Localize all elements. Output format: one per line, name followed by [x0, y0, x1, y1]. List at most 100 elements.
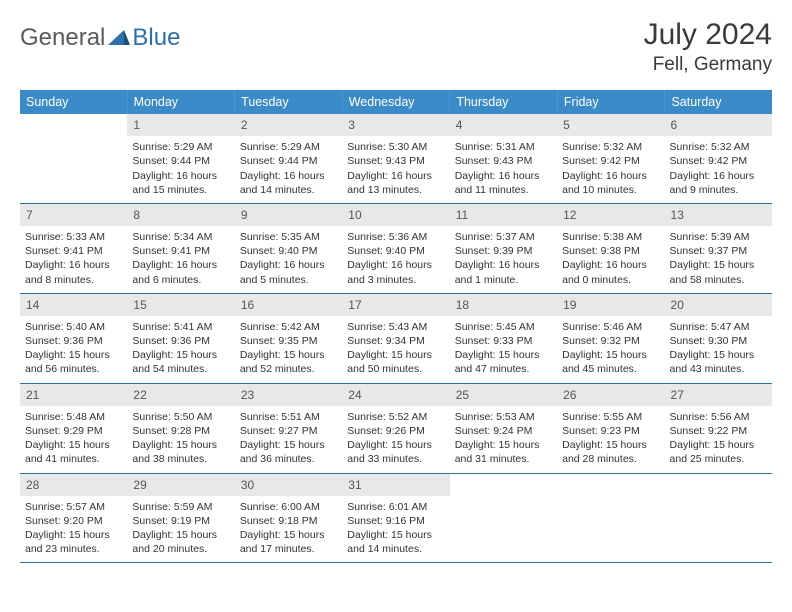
day-number: 3 [342, 114, 449, 136]
weekday-header: Monday [128, 90, 236, 114]
day-content: Sunrise: 5:56 AMSunset: 9:22 PMDaylight:… [665, 410, 772, 467]
day-cell: 10Sunrise: 5:36 AMSunset: 9:40 PMDayligh… [342, 204, 449, 293]
week-row: 1 Sunrise: 5:29 AMSunset: 9:44 PMDaylight… [20, 114, 772, 204]
day-content: Sunrise: 5:51 AMSunset: 9:27 PMDaylight:… [235, 410, 342, 467]
daylight-text: Daylight: 16 hours and 0 minutes. [562, 258, 659, 286]
day-content: Sunrise: 5:55 AMSunset: 9:23 PMDaylight:… [557, 410, 664, 467]
sunset-text: Sunset: 9:22 PM [670, 424, 767, 438]
day-number: 2 [235, 114, 342, 136]
day-content: Sunrise: 6:01 AMSunset: 9:16 PMDaylight:… [342, 500, 449, 557]
sunset-text: Sunset: 9:33 PM [455, 334, 552, 348]
week-row: 14Sunrise: 5:40 AMSunset: 9:36 PMDayligh… [20, 294, 772, 384]
day-cell: 18Sunrise: 5:45 AMSunset: 9:33 PMDayligh… [450, 294, 557, 383]
day-cell: 31Sunrise: 6:01 AMSunset: 9:16 PMDayligh… [342, 474, 449, 563]
sunset-text: Sunset: 9:39 PM [455, 244, 552, 258]
day-cell: 24Sunrise: 5:52 AMSunset: 9:26 PMDayligh… [342, 384, 449, 473]
day-cell: 16Sunrise: 5:42 AMSunset: 9:35 PMDayligh… [235, 294, 342, 383]
sunset-text: Sunset: 9:30 PM [670, 334, 767, 348]
daylight-text: Daylight: 15 hours and 38 minutes. [132, 438, 229, 466]
sunset-text: Sunset: 9:40 PM [347, 244, 444, 258]
day-number: 21 [20, 384, 127, 406]
day-number: 11 [450, 204, 557, 226]
day-content: Sunrise: 6:00 AMSunset: 9:18 PMDaylight:… [235, 500, 342, 557]
sunrise-text: Sunrise: 5:47 AM [670, 320, 767, 334]
sunset-text: Sunset: 9:44 PM [132, 154, 229, 168]
sunrise-text: Sunrise: 5:48 AM [25, 410, 122, 424]
sunrise-text: Sunrise: 5:35 AM [240, 230, 337, 244]
sunrise-text: Sunrise: 5:57 AM [25, 500, 122, 514]
day-content: Sunrise: 5:31 AMSunset: 9:43 PMDaylight:… [450, 140, 557, 197]
sunset-text: Sunset: 9:20 PM [25, 514, 122, 528]
day-content: Sunrise: 5:29 AMSunset: 9:44 PMDaylight:… [127, 140, 234, 197]
daylight-text: Daylight: 16 hours and 15 minutes. [132, 169, 229, 197]
daylight-text: Daylight: 15 hours and 50 minutes. [347, 348, 444, 376]
day-cell: 30 Sunrise: 6:00 AMSunset: 9:18 PMDayligh… [235, 474, 342, 563]
logo-text-part2: Blue [132, 24, 180, 52]
title-block: July 2024 Fell, Germany [644, 18, 772, 76]
sunrise-text: Sunrise: 5:43 AM [347, 320, 444, 334]
sunset-text: Sunset: 9:42 PM [670, 154, 767, 168]
day-cell: 13Sunrise: 5:39 AMSunset: 9:37 PMDayligh… [665, 204, 772, 293]
day-number: 4 [450, 114, 557, 136]
daylight-text: Daylight: 15 hours and 31 minutes. [455, 438, 552, 466]
sunrise-text: Sunrise: 5:41 AM [132, 320, 229, 334]
location-label: Fell, Germany [644, 54, 772, 76]
day-content: Sunrise: 5:48 AMSunset: 9:29 PMDaylight:… [20, 410, 127, 467]
sunset-text: Sunset: 9:35 PM [240, 334, 337, 348]
sunrise-text: Sunrise: 5:31 AM [455, 140, 552, 154]
day-cell: 25Sunrise: 5:53 AMSunset: 9:24 PMDayligh… [450, 384, 557, 473]
daylight-text: Daylight: 16 hours and 10 minutes. [562, 169, 659, 197]
weekday-header: Thursday [450, 90, 558, 114]
day-cell [557, 474, 664, 563]
page-header: General Blue July 2024 Fell, Germany [20, 18, 772, 76]
sunset-text: Sunset: 9:41 PM [132, 244, 229, 258]
weekday-header-row: Sunday Monday Tuesday Wednesday Thursday… [20, 90, 772, 114]
sunrise-text: Sunrise: 5:32 AM [670, 140, 767, 154]
daylight-text: Daylight: 16 hours and 5 minutes. [240, 258, 337, 286]
daylight-text: Daylight: 15 hours and 56 minutes. [25, 348, 122, 376]
day-number: 30 [235, 474, 342, 496]
day-cell: 2Sunrise: 5:29 AMSunset: 9:44 PMDaylight… [235, 114, 342, 203]
sunrise-text: Sunrise: 5:36 AM [347, 230, 444, 244]
day-cell: 9Sunrise: 5:35 AMSunset: 9:40 PMDaylight… [235, 204, 342, 293]
daylight-text: Daylight: 15 hours and 45 minutes. [562, 348, 659, 376]
daylight-text: Daylight: 15 hours and 58 minutes. [670, 258, 767, 286]
day-number: 6 [665, 114, 772, 136]
daylight-text: Daylight: 16 hours and 13 minutes. [347, 169, 444, 197]
day-cell: 26 Sunrise: 5:55 AMSunset: 9:23 PMDayligh… [557, 384, 664, 473]
day-number: 28 [20, 474, 127, 496]
sunset-text: Sunset: 9:41 PM [25, 244, 122, 258]
sunset-text: Sunset: 9:23 PM [562, 424, 659, 438]
day-number: 20 [665, 294, 772, 316]
daylight-text: Daylight: 16 hours and 1 minute. [455, 258, 552, 286]
day-content: Sunrise: 5:37 AMSunset: 9:39 PMDaylight:… [450, 230, 557, 287]
day-cell: 21 Sunrise: 5:48 AMSunset: 9:29 PMDayligh… [20, 384, 127, 473]
daylight-text: Daylight: 15 hours and 33 minutes. [347, 438, 444, 466]
day-cell: 28Sunrise: 5:57 AMSunset: 9:20 PMDayligh… [20, 474, 127, 563]
daylight-text: Daylight: 16 hours and 14 minutes. [240, 169, 337, 197]
sunset-text: Sunset: 9:18 PM [240, 514, 337, 528]
day-cell: 15Sunrise: 5:41 AMSunset: 9:36 PMDayligh… [127, 294, 234, 383]
day-content: Sunrise: 5:30 AMSunset: 9:43 PMDaylight:… [342, 140, 449, 197]
day-number: 27 [665, 384, 772, 406]
daylight-text: Daylight: 16 hours and 3 minutes. [347, 258, 444, 286]
day-number: 26 [557, 384, 664, 406]
day-content: Sunrise: 5:34 AMSunset: 9:41 PMDaylight:… [127, 230, 234, 287]
day-number: 1 [127, 114, 234, 136]
daylight-text: Daylight: 15 hours and 41 minutes. [25, 438, 122, 466]
day-number: 25 [450, 384, 557, 406]
sunset-text: Sunset: 9:40 PM [240, 244, 337, 258]
weekday-header: Wednesday [343, 90, 451, 114]
day-number: 18 [450, 294, 557, 316]
day-cell: 5Sunrise: 5:32 AMSunset: 9:42 PMDaylight… [557, 114, 664, 203]
sunset-text: Sunset: 9:38 PM [562, 244, 659, 258]
sunrise-text: Sunrise: 5:33 AM [25, 230, 122, 244]
day-content: Sunrise: 5:41 AMSunset: 9:36 PMDaylight:… [127, 320, 234, 377]
weekday-header: Saturday [665, 90, 772, 114]
sunrise-text: Sunrise: 5:46 AM [562, 320, 659, 334]
sunrise-text: Sunrise: 5:32 AM [562, 140, 659, 154]
daylight-text: Daylight: 16 hours and 8 minutes. [25, 258, 122, 286]
logo: General Blue [20, 18, 180, 52]
day-number: 23 [235, 384, 342, 406]
day-content: Sunrise: 5:46 AMSunset: 9:32 PMDaylight:… [557, 320, 664, 377]
